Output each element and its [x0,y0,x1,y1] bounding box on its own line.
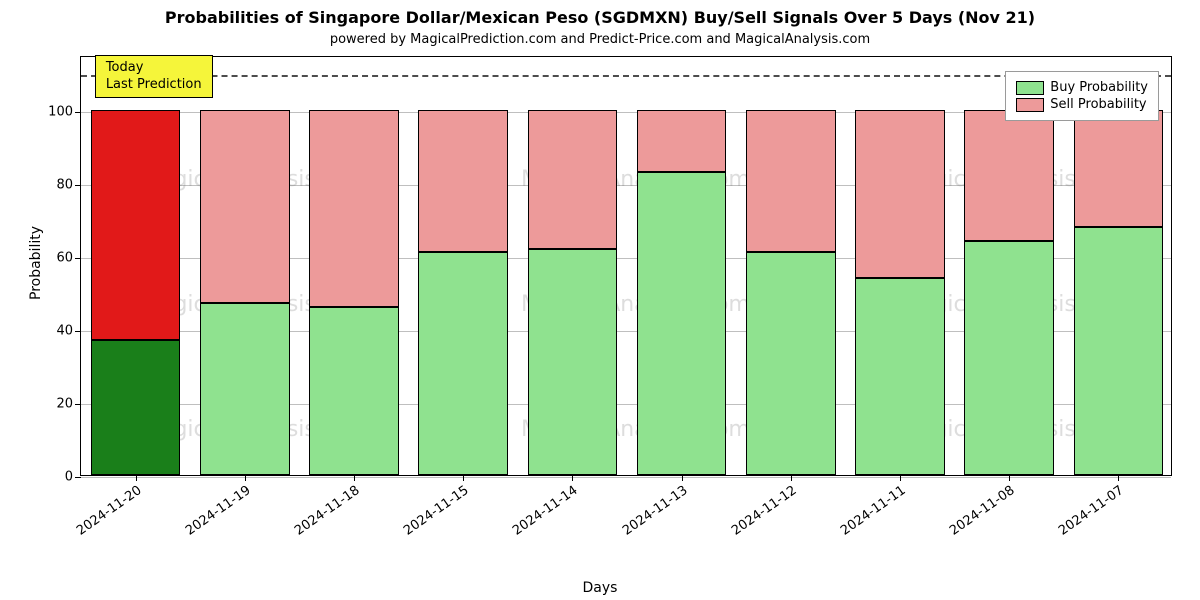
xtick-mark [1009,475,1010,481]
annotation-line2: Last Prediction [106,77,202,93]
ytick-mark [75,112,81,113]
ytick-mark [75,404,81,405]
xtick-label: 2024-11-11 [838,483,909,539]
bar-buy [1074,227,1164,475]
figure: Probabilities of Singapore Dollar/Mexica… [0,0,1200,600]
xtick-label: 2024-11-19 [183,483,254,539]
chart-title: Probabilities of Singapore Dollar/Mexica… [0,8,1200,27]
xtick-label: 2024-11-20 [74,483,145,539]
ytick-label: 80 [56,177,73,192]
bar-group [309,55,399,475]
bar-buy [964,241,1054,475]
ytick-label: 20 [56,396,73,411]
plot-area: 020406080100MagicalAnalysis.comMagicalAn… [80,56,1172,476]
bar-sell [309,110,399,307]
bar-group [418,55,508,475]
ytick-label: 60 [56,250,73,265]
xtick-mark [791,475,792,481]
bar-sell [91,110,181,340]
bar-group [855,55,945,475]
xtick-label: 2024-11-15 [401,483,472,539]
xtick-label: 2024-11-12 [729,483,800,539]
ytick-label: 0 [65,470,73,485]
bar-sell [855,110,945,278]
legend-swatch [1016,98,1044,112]
ytick-mark [75,258,81,259]
today-annotation: TodayLast Prediction [95,55,213,98]
bar-group [528,55,618,475]
y-axis-label: Probability [28,226,44,300]
chart-subtitle: powered by MagicalPrediction.com and Pre… [0,32,1200,47]
xtick-mark [136,475,137,481]
bar-sell [528,110,618,249]
bar-buy [200,303,290,475]
xtick-label: 2024-11-14 [510,483,581,539]
bar-buy [309,307,399,475]
ytick-label: 100 [48,104,73,119]
legend-swatch [1016,81,1044,95]
xtick-mark [245,475,246,481]
xtick-mark [1118,475,1119,481]
bar-buy [855,278,945,475]
xtick-mark [572,475,573,481]
bar-sell [418,110,508,252]
bar-buy [91,340,181,475]
legend-item: Buy Probability [1016,80,1148,95]
bar-sell [964,110,1054,241]
legend-item: Sell Probability [1016,97,1148,112]
xtick-label: 2024-11-13 [620,483,691,539]
bar-sell [637,110,727,172]
annotation-line1: Today [106,60,202,76]
bar-buy [418,252,508,475]
legend-label: Buy Probability [1050,80,1148,95]
bar-buy [528,249,618,475]
xtick-mark [354,475,355,481]
legend-label: Sell Probability [1050,97,1146,112]
xtick-mark [900,475,901,481]
bar-group [746,55,836,475]
ytick-mark [75,331,81,332]
xtick-mark [682,475,683,481]
ytick-mark [75,185,81,186]
bar-sell [746,110,836,252]
bar-buy [637,172,727,475]
bar-buy [746,252,836,475]
bar-sell [1074,110,1164,227]
xtick-mark [463,475,464,481]
ytick-mark [75,477,81,478]
legend: Buy Probability Sell Probability [1005,71,1159,121]
bar-sell [200,110,290,304]
bar-group [637,55,727,475]
ytick-label: 40 [56,323,73,338]
xtick-label: 2024-11-07 [1056,483,1127,539]
bar-group [200,55,290,475]
x-axis-label: Days [0,580,1200,596]
bar-group [91,55,181,475]
xtick-label: 2024-11-08 [947,483,1018,539]
xtick-label: 2024-11-18 [292,483,363,539]
